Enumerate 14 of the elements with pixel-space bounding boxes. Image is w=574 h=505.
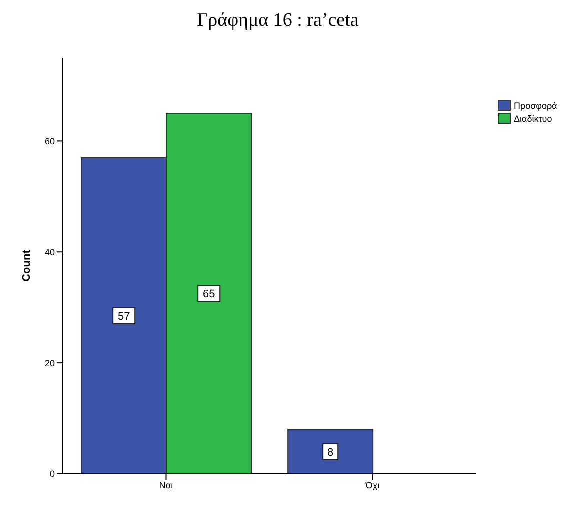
bar (288, 429, 374, 474)
data-label: 8 (328, 446, 334, 459)
x-tick-label: Ναι (159, 480, 174, 490)
data-label: 57 (118, 310, 130, 323)
y-tick-label: 0 (50, 469, 55, 480)
y-tick-label: 40 (44, 247, 55, 258)
y-tick-label: 20 (44, 358, 55, 368)
y-axis-title: Count (20, 250, 33, 282)
data-label: 65 (202, 288, 216, 301)
legend-label: Προσφορά (514, 100, 558, 110)
x-tick-label: Όχι (364, 480, 380, 490)
y-tick-label: 60 (44, 136, 55, 146)
chart-title: Γράφημα 16 : ra’ceta (196, 9, 360, 33)
legend-label: Διαδίκτυο (514, 114, 552, 124)
